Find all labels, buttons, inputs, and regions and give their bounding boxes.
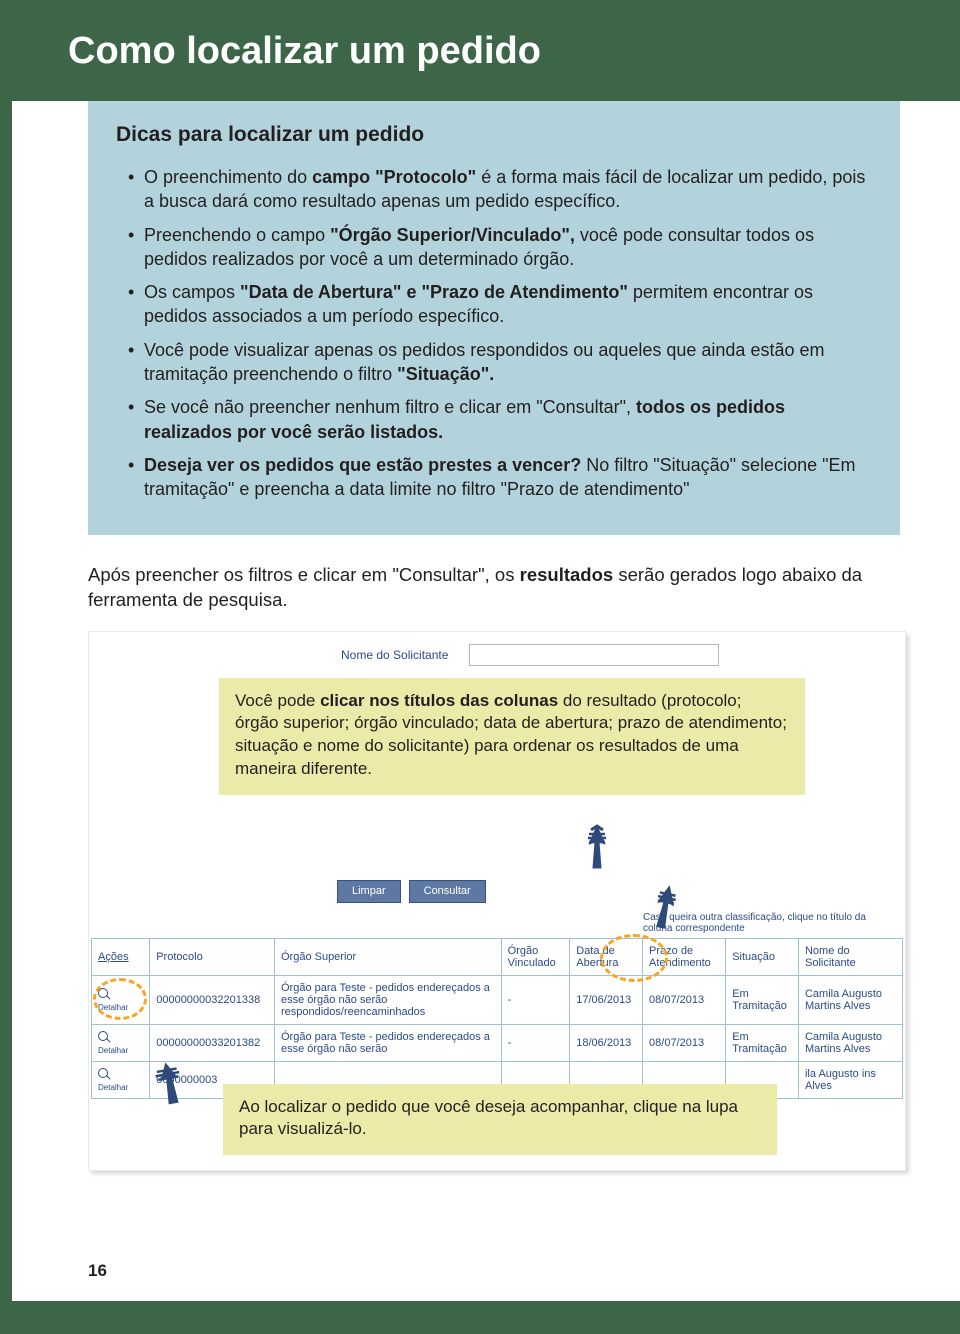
after-text: Após preencher os filtros e clicar em "C… <box>88 564 520 585</box>
cell-orgao-sup: Órgão para Teste - pedidos endereçados a… <box>274 975 501 1024</box>
arrow-marker-icon <box>135 1055 202 1111</box>
page-title: Como localizar um pedido <box>0 0 960 101</box>
tip-text: Os campos <box>144 282 240 302</box>
tip-item: Deseja ver os pedidos que estão prestes … <box>124 453 872 502</box>
tip-bold: "Órgão Superior/Vinculado", <box>330 225 575 245</box>
tips-list: O preenchimento do campo "Protocolo" é a… <box>116 165 872 502</box>
cell-orgao-vinc: - <box>501 975 570 1024</box>
table-header-row: Ações Protocolo Órgão Superior Órgão Vin… <box>92 938 903 975</box>
tip-text: Preenchendo o campo <box>144 225 330 245</box>
tip-text: O preenchimento do <box>144 167 312 187</box>
content-area: Dicas para localizar um pedido O preench… <box>12 101 960 1301</box>
detalhar-label: Detalhar <box>98 1083 143 1092</box>
table-row: Detalhar 00000000033201382 Órgão para Te… <box>92 1024 903 1061</box>
col-header-nome[interactable]: Nome do Solicitante <box>798 938 902 975</box>
col-header-orgao-superior[interactable]: Órgão Superior <box>274 938 501 975</box>
col-header-situacao[interactable]: Situação <box>726 938 799 975</box>
arrow-marker-icon <box>571 824 625 870</box>
callout-text: Você pode <box>235 691 320 710</box>
cell-abertura: 17/06/2013 <box>570 975 643 1024</box>
cell-nome: ila Augusto ins Alves <box>798 1061 902 1098</box>
highlight-circle <box>600 934 668 982</box>
tips-box: Dicas para localizar um pedido O preench… <box>88 101 900 535</box>
consultar-button[interactable]: Consultar <box>409 880 486 903</box>
button-row: Limpar Consultar <box>337 880 486 903</box>
table-row: Detalhar 00000000032201338 Órgão para Te… <box>92 975 903 1024</box>
callout-bold: clicar nos títulos das colunas <box>320 691 563 710</box>
col-header-protocolo[interactable]: Protocolo <box>150 938 275 975</box>
detalhar-cell[interactable]: Detalhar <box>92 1024 150 1061</box>
screenshot-box: Nome do Solicitante Você pode clicar nos… <box>88 631 906 1171</box>
magnifier-icon <box>98 1031 109 1042</box>
page-number: 16 <box>88 1261 107 1281</box>
cell-nome: Camila Augusto Martins Alves <box>798 975 902 1024</box>
tip-bold: "Data de Abertura" e "Prazo de Atendimen… <box>240 282 628 302</box>
tip-text: Se você não preencher nenhum filtro e cl… <box>144 397 636 417</box>
tip-bold: campo "Protocolo" <box>312 167 476 187</box>
cell-prazo: 08/07/2013 <box>643 1024 726 1061</box>
cell-situacao: Em Tramitação <box>726 1024 799 1061</box>
detalhar-label: Detalhar <box>98 1046 143 1055</box>
after-paragraph: Após preencher os filtros e clicar em "C… <box>88 563 900 613</box>
cell-abertura: 18/06/2013 <box>570 1024 643 1061</box>
cell-protocolo: 00000000032201338 <box>150 975 275 1024</box>
limpar-button[interactable]: Limpar <box>337 880 401 903</box>
callout-sort-columns: Você pode clicar nos títulos das colunas… <box>219 678 805 796</box>
callout-lupa: Ao localizar o pedido que você deseja ac… <box>223 1084 777 1156</box>
cell-orgao-vinc: - <box>501 1024 570 1061</box>
after-bold: resultados <box>520 564 614 585</box>
cell-nome: Camila Augusto Martins Alves <box>798 1024 902 1061</box>
tip-item: O preenchimento do campo "Protocolo" é a… <box>124 165 872 214</box>
nome-label: Nome do Solicitante <box>341 648 448 662</box>
col-header-orgao-vinculado[interactable]: Órgão Vinculado <box>501 938 570 975</box>
cell-protocolo: 00000000033201382 <box>150 1024 275 1061</box>
nome-solicitante-input[interactable] <box>469 644 719 666</box>
cell-prazo: 08/07/2013 <box>643 975 726 1024</box>
magnifier-icon <box>98 1068 109 1079</box>
tip-bold: "Situação". <box>397 364 494 384</box>
tip-item: Se você não preencher nenhum filtro e cl… <box>124 395 872 444</box>
cell-situacao: Em Tramitação <box>726 975 799 1024</box>
tip-item: Os campos "Data de Abertura" e "Prazo de… <box>124 280 872 329</box>
results-table: Ações Protocolo Órgão Superior Órgão Vin… <box>91 938 903 1099</box>
tips-title: Dicas para localizar um pedido <box>116 123 872 147</box>
tip-item: Preenchendo o campo "Órgão Superior/Vinc… <box>124 223 872 272</box>
col-header-acoes[interactable]: Ações <box>92 938 150 975</box>
tip-item: Você pode visualizar apenas os pedidos r… <box>124 338 872 387</box>
tip-bold: Deseja ver os pedidos que estão prestes … <box>144 455 581 475</box>
cell-orgao-sup: Órgão para Teste - pedidos endereçados a… <box>274 1024 501 1061</box>
highlight-circle <box>93 978 147 1020</box>
